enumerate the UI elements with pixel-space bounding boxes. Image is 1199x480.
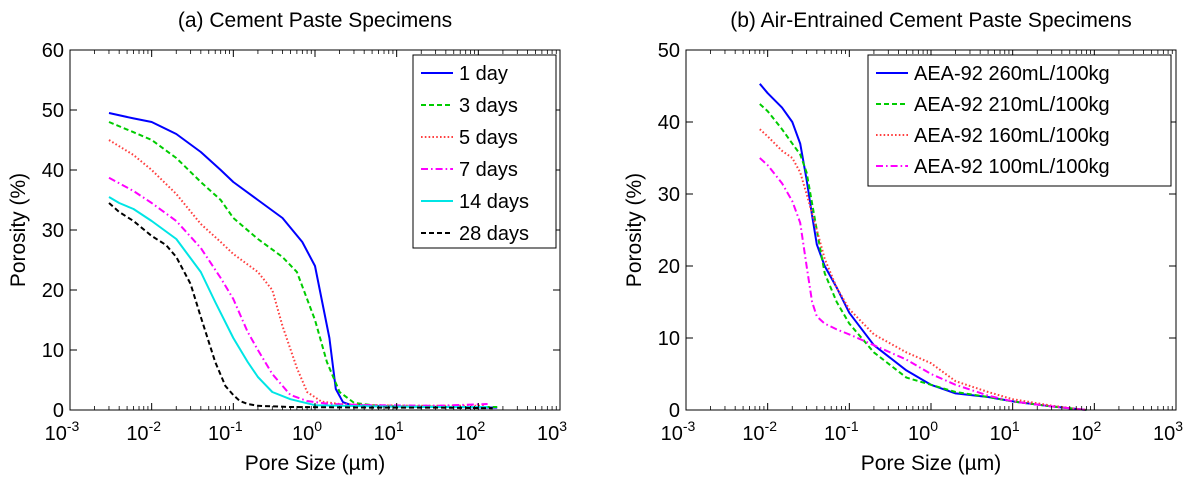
x-tick-label-base: 10 (1071, 423, 1093, 445)
y-tick-label: 50 (658, 40, 680, 62)
series-line-2 (759, 103, 1087, 411)
series-line-4 (108, 176, 488, 407)
x-tick-label: 10-1 (208, 418, 243, 445)
x-tick-label-exponent: 2 (478, 418, 486, 434)
x-tick-label-base: 10 (374, 423, 396, 445)
legend-label-4: 7 days (459, 159, 518, 181)
x-tick-label-exponent: -3 (683, 418, 696, 434)
x-tick-label-exponent: 3 (559, 418, 567, 434)
x-tick-label: 10-3 (45, 418, 80, 445)
x-tick-label-base: 10 (824, 423, 846, 445)
series-line-5 (108, 196, 488, 408)
x-tick-label: 103 (1153, 418, 1183, 445)
x-tick-label-base: 10 (208, 423, 230, 445)
x-tick-label: 102 (455, 418, 485, 445)
x-tick-label-base: 10 (126, 423, 148, 445)
legend-label-3: AEA-92 160mL/100kg (914, 125, 1110, 147)
x-axis-label: Pore Size (µm) (245, 452, 385, 475)
legend-label-2: AEA-92 210mL/100kg (914, 94, 1110, 116)
x-tick-label-exponent: -1 (846, 418, 859, 434)
series-line-1 (759, 83, 1087, 411)
x-tick-label: 101 (990, 418, 1020, 445)
y-tick-label: 10 (42, 340, 64, 362)
x-tick-label-base: 10 (742, 423, 764, 445)
x-tick-label-exponent: -2 (149, 418, 162, 434)
y-tick-label: 40 (658, 112, 680, 134)
x-tick-label-exponent: -1 (230, 418, 243, 434)
x-tick-label-base: 10 (45, 423, 67, 445)
legend-label-2: 3 days (459, 95, 518, 117)
x-tick-label-base: 10 (908, 423, 930, 445)
x-tick-label-base: 10 (455, 423, 477, 445)
x-tick-label-base: 10 (1153, 423, 1175, 445)
x-tick-label: 100 (292, 418, 322, 445)
series-line-6 (108, 202, 493, 410)
x-tick-label: 101 (374, 418, 404, 445)
x-tick-label-exponent: -3 (67, 418, 80, 434)
x-tick-label-exponent: 0 (314, 418, 322, 434)
chart-title: (b) Air-Entrained Cement Paste Specimens (730, 9, 1132, 32)
x-tick-label-exponent: 2 (1094, 418, 1102, 434)
y-tick-label: 50 (42, 100, 64, 122)
legend-box (412, 54, 557, 249)
x-tick-label: 10-3 (661, 418, 696, 445)
legend-label-6: 28 days (459, 223, 529, 245)
legend-label-3: 5 days (459, 127, 518, 149)
x-tick-label-base: 10 (990, 423, 1012, 445)
legend-label-5: 14 days (459, 191, 529, 213)
x-tick-label-exponent: -2 (765, 418, 778, 434)
series-line-4 (759, 157, 1087, 411)
x-tick-label: 103 (537, 418, 567, 445)
x-tick-label: 102 (1071, 418, 1101, 445)
y-tick-label: 0 (669, 400, 680, 422)
x-tick-label: 10-2 (742, 418, 777, 445)
x-tick-label-exponent: 1 (396, 418, 404, 434)
y-axis-label: Porosity (%) (7, 173, 30, 287)
chart-panel-a: 10-3 10-2 10-1 100 101 102 1030102030405060(a)… (7, 9, 567, 475)
legend-label-4: AEA-92 100mL/100kg (914, 156, 1110, 178)
y-tick-label: 20 (42, 280, 64, 302)
chart-title: (a) Cement Paste Specimens (178, 9, 452, 32)
x-tick-label: 100 (908, 418, 938, 445)
x-tick-label: 10-2 (126, 418, 161, 445)
x-tick-label-exponent: 3 (1175, 418, 1183, 434)
x-tick-label-exponent: 1 (1012, 418, 1020, 434)
legend: 1 day 3 days 5 days 7 days 14 days 28 days (412, 54, 557, 249)
legend-label-1: 1 day (459, 63, 508, 85)
y-tick-label: 30 (42, 220, 64, 242)
x-tick-label: 10-1 (824, 418, 859, 445)
y-axis-label: Porosity (%) (623, 173, 646, 287)
legend-box (867, 54, 1172, 187)
x-tick-label-base: 10 (661, 423, 683, 445)
y-tick-label: 40 (42, 160, 64, 182)
legend: AEA-92 260mL/100kg AEA-92 210mL/100kg AEA-… (867, 54, 1172, 187)
y-tick-label: 10 (658, 328, 680, 350)
x-tick-label-exponent: 0 (930, 418, 938, 434)
y-tick-label: 60 (42, 40, 64, 62)
y-tick-label: 30 (658, 184, 680, 206)
x-tick-label-base: 10 (537, 423, 559, 445)
x-axis-label: Pore Size (µm) (861, 452, 1001, 475)
y-tick-label: 20 (658, 256, 680, 278)
x-tick-label-base: 10 (292, 423, 314, 445)
legend-label-1: AEA-92 260mL/100kg (914, 63, 1110, 85)
y-tick-label: 0 (53, 400, 64, 422)
